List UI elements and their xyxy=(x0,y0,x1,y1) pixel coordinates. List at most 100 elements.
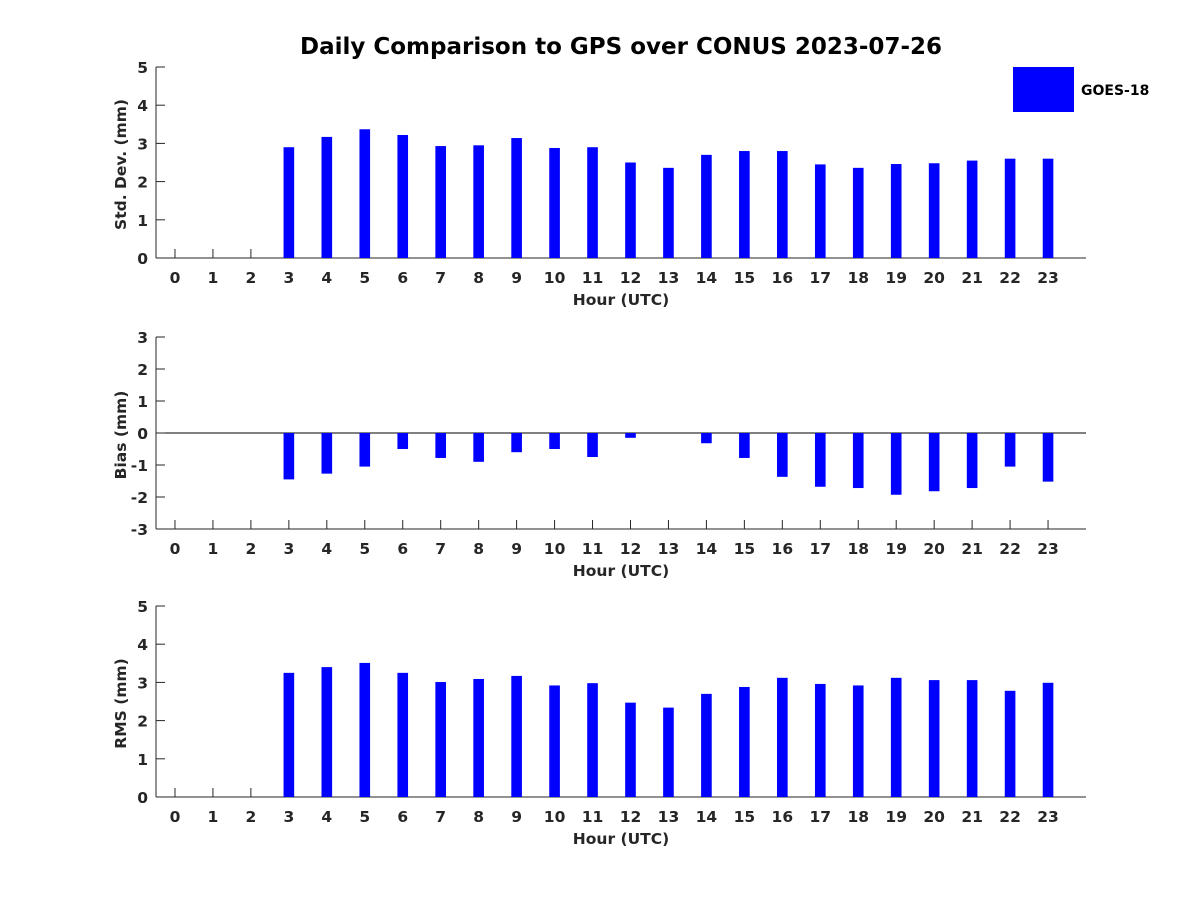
bias-y-tick-label: -2 xyxy=(131,489,148,507)
std-dev-x-tick-label: 7 xyxy=(435,269,446,287)
chart-title: Daily Comparison to GPS over CONUS 2023-… xyxy=(300,34,942,60)
bias-x-tick-label: 0 xyxy=(170,540,181,558)
bias-x-tick-label: 5 xyxy=(359,540,370,558)
rms-bar-hour-9 xyxy=(511,675,522,797)
bias-y-axis-label: Bias (mm) xyxy=(112,391,130,480)
bias-bar-hour-19 xyxy=(890,433,902,495)
rms-x-tick-label: 14 xyxy=(696,808,718,826)
std-dev-x-tick-label: 14 xyxy=(696,269,718,287)
rms-y-tick-label: 4 xyxy=(137,636,148,654)
rms-x-tick-label: 22 xyxy=(999,808,1021,826)
std-dev-bar-hour-18 xyxy=(852,167,864,258)
std-dev-x-tick-label: 16 xyxy=(772,269,794,287)
bias-x-tick-label: 13 xyxy=(658,540,680,558)
bias-x-tick-label: 21 xyxy=(961,540,983,558)
std-dev-y-tick-label: 4 xyxy=(137,97,148,115)
std-dev-x-tick-label: 4 xyxy=(321,269,332,287)
std-dev-x-tick-label: 11 xyxy=(582,269,604,287)
std-dev-x-tick-label: 10 xyxy=(544,269,566,287)
rms-x-tick-label: 23 xyxy=(1037,808,1059,826)
bias-x-tick-label: 4 xyxy=(321,540,332,558)
rms-y-tick-label: 5 xyxy=(137,598,148,616)
rms-x-tick-label: 9 xyxy=(511,808,522,826)
rms-bar-hour-21 xyxy=(966,680,978,797)
rms-x-tick-label: 12 xyxy=(620,808,642,826)
std-dev-bar-hour-10 xyxy=(549,147,560,258)
std-dev-bar-hour-11 xyxy=(587,147,598,258)
std-dev-bar-hour-16 xyxy=(777,151,788,258)
bias-bar-hour-5 xyxy=(359,433,371,467)
std-dev-y-axis-label: Std. Dev. (mm) xyxy=(112,99,130,230)
rms-x-tick-label: 2 xyxy=(245,808,256,826)
rms-bar-hour-23 xyxy=(1042,682,1054,797)
std-dev-bar-hour-3 xyxy=(283,147,295,258)
std-dev-bar-hour-15 xyxy=(739,151,750,258)
rms-bar-hour-14 xyxy=(701,693,712,797)
rms-x-tick-label: 11 xyxy=(582,808,604,826)
std-dev-bar-hour-6 xyxy=(397,134,409,258)
rms-bar-hour-7 xyxy=(435,682,447,797)
bias-x-tick-label: 19 xyxy=(885,540,907,558)
bias-x-tick-label: 6 xyxy=(397,540,408,558)
std-dev-y-tick-label: 0 xyxy=(137,250,148,268)
rms-bar-hour-5 xyxy=(359,662,371,797)
rms-x-tick-label: 8 xyxy=(473,808,484,826)
rms-bar-hour-22 xyxy=(1004,690,1016,797)
bias-bar-hour-18 xyxy=(852,433,864,489)
rms-bar-hour-19 xyxy=(890,677,902,797)
std-dev-bar-hour-5 xyxy=(359,129,371,258)
rms-y-axis-label: RMS (mm) xyxy=(112,658,130,748)
bias-x-tick-label: 17 xyxy=(809,540,831,558)
rms-bar-hour-20 xyxy=(928,680,940,797)
bias-bar-hour-12 xyxy=(625,433,636,438)
std-dev-y-tick-label: 1 xyxy=(137,212,148,230)
bias-x-tick-label: 20 xyxy=(923,540,945,558)
rms-x-tick-label: 17 xyxy=(809,808,831,826)
bias-bar-hour-15 xyxy=(739,433,750,458)
std-dev-y-tick-label: 2 xyxy=(137,174,148,192)
bias-bar-hour-14 xyxy=(701,433,712,444)
rms-x-tick-label: 6 xyxy=(397,808,408,826)
std-dev-bar-hour-9 xyxy=(511,138,522,258)
std-dev-x-tick-label: 13 xyxy=(658,269,680,287)
bias-x-tick-label: 1 xyxy=(208,540,219,558)
bias-y-tick-label: -1 xyxy=(131,457,148,475)
rms-x-tick-label: 7 xyxy=(435,808,446,826)
rms-x-tick-label: 3 xyxy=(283,808,294,826)
legend-label: GOES-18 xyxy=(1081,83,1149,99)
rms-x-tick-label: 1 xyxy=(208,808,219,826)
std-dev-x-tick-label: 2 xyxy=(245,269,256,287)
bias-x-tick-label: 11 xyxy=(582,540,604,558)
std-dev-x-tick-label: 21 xyxy=(961,269,983,287)
bias-x-tick-label: 12 xyxy=(620,540,642,558)
bias-bar-hour-6 xyxy=(397,433,409,449)
bias-y-tick-label: 3 xyxy=(137,329,148,347)
std-dev-x-tick-label: 5 xyxy=(359,269,370,287)
std-dev-x-tick-label: 18 xyxy=(847,269,869,287)
std-dev-y-tick-label: 5 xyxy=(137,59,148,77)
bias-x-tick-label: 8 xyxy=(473,540,484,558)
std-dev-bar-hour-7 xyxy=(435,146,447,258)
std-dev-x-tick-label: 3 xyxy=(283,269,294,287)
legend-swatch xyxy=(1013,67,1074,112)
bias-bar-hour-10 xyxy=(549,433,560,449)
std-dev-bar-hour-17 xyxy=(814,164,826,258)
bias-bar-hour-8 xyxy=(473,433,484,462)
bias-x-tick-label: 18 xyxy=(847,540,869,558)
std-dev-x-tick-label: 12 xyxy=(620,269,642,287)
rms-x-tick-label: 15 xyxy=(734,808,756,826)
bias-bar-hour-20 xyxy=(928,433,940,492)
std-dev-bar-hour-13 xyxy=(663,167,674,258)
rms-y-tick-label: 3 xyxy=(137,674,148,692)
bias-y-tick-label: 2 xyxy=(137,361,148,379)
bias-bar-hour-22 xyxy=(1004,433,1016,467)
bias-x-tick-label: 16 xyxy=(772,540,794,558)
std-dev-bar-hour-21 xyxy=(966,160,978,258)
std-dev-x-tick-label: 19 xyxy=(885,269,907,287)
bias-bar-hour-16 xyxy=(777,433,788,477)
bias-x-axis-label: Hour (UTC) xyxy=(573,562,669,580)
